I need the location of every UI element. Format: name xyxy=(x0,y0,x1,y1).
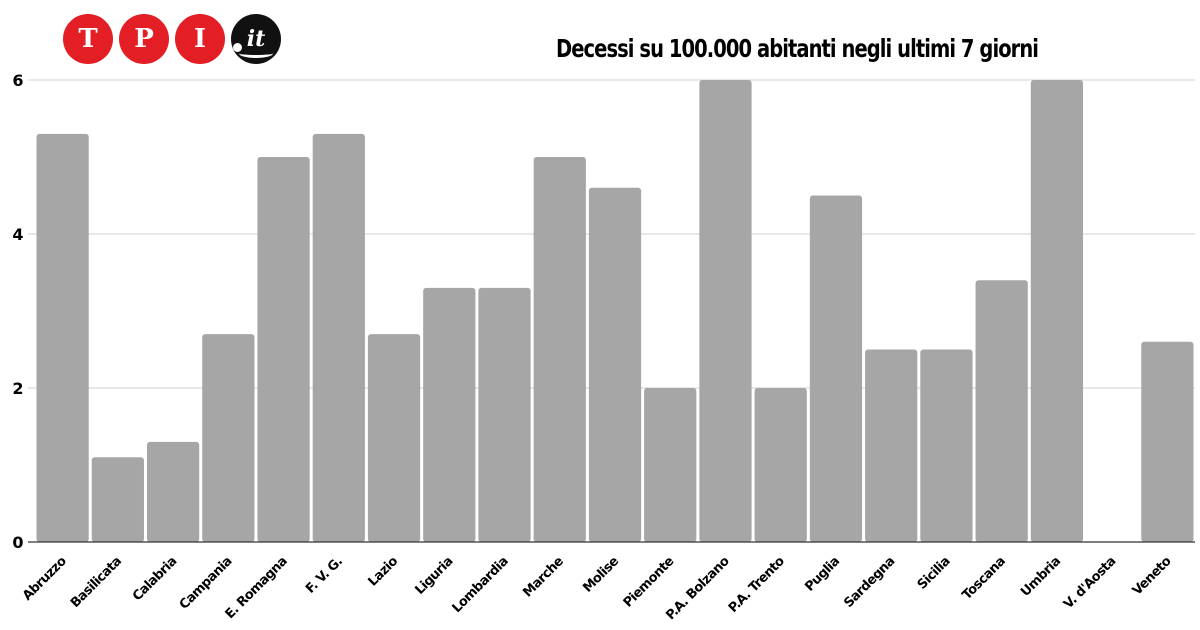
bar xyxy=(809,195,863,542)
x-tick-label: Marche xyxy=(520,554,567,601)
bars xyxy=(36,80,1194,543)
bar xyxy=(975,280,1028,542)
chart-title: Decessi su 100.000 abitanti negli ultimi… xyxy=(556,34,1039,63)
bar xyxy=(533,157,586,542)
bar xyxy=(367,334,421,542)
x-tick-label: Lazio xyxy=(366,554,402,590)
x-tick-label: P.A. Trento xyxy=(726,554,788,616)
bar xyxy=(202,334,255,542)
logo-it-badge: it xyxy=(231,14,281,64)
bar xyxy=(91,457,144,542)
x-tick-label: Abruzzo xyxy=(20,554,70,604)
logo-swoosh xyxy=(239,49,273,58)
bar xyxy=(1141,341,1194,542)
bar xyxy=(1030,80,1084,542)
x-tick-label: Molise xyxy=(580,554,622,596)
tpi-logo: T P I it xyxy=(63,14,281,64)
logo-letter-i: I xyxy=(175,14,225,64)
bar xyxy=(312,133,365,542)
y-tick-label: 4 xyxy=(12,225,23,244)
bar xyxy=(423,287,476,542)
x-tick-label: Toscana xyxy=(960,554,1009,603)
x-tick-label: Campania xyxy=(177,554,235,612)
logo-letter-t: T xyxy=(63,14,113,64)
x-tick-label: Sardegna xyxy=(841,554,898,611)
bar xyxy=(644,388,697,542)
x-tick-label: Veneto xyxy=(1130,554,1175,599)
bar xyxy=(478,287,531,542)
logo-suffix: it xyxy=(246,26,266,52)
x-tick-label: Sicilia xyxy=(915,554,954,593)
bar xyxy=(36,133,89,542)
bar xyxy=(257,157,310,542)
y-axis-ticks: 0 2 4 6 xyxy=(12,71,23,552)
x-tick-label: Basilicata xyxy=(68,554,125,611)
x-tick-label: Puglia xyxy=(802,554,842,594)
bar xyxy=(865,349,918,542)
x-tick-label: Piemonte xyxy=(621,554,678,611)
logo-letter-p: P xyxy=(119,14,169,64)
y-tick-label: 6 xyxy=(12,71,23,90)
y-tick-label: 2 xyxy=(12,379,23,398)
y-tick-label: 0 xyxy=(12,533,23,552)
bar xyxy=(588,187,642,543)
x-tick-label: Calabria xyxy=(130,554,180,604)
x-tick-label: Umbria xyxy=(1018,554,1064,600)
x-tick-label: V. d'Aosta xyxy=(1061,554,1119,612)
x-tick-label: F. V. G. xyxy=(303,554,345,596)
bar xyxy=(146,441,200,542)
bar xyxy=(754,388,807,542)
bar xyxy=(699,80,752,542)
x-tick-label: Lombardia xyxy=(450,554,512,616)
logo-dot xyxy=(233,43,242,52)
bar xyxy=(920,349,973,542)
x-tick-label: Liguria xyxy=(412,554,456,598)
